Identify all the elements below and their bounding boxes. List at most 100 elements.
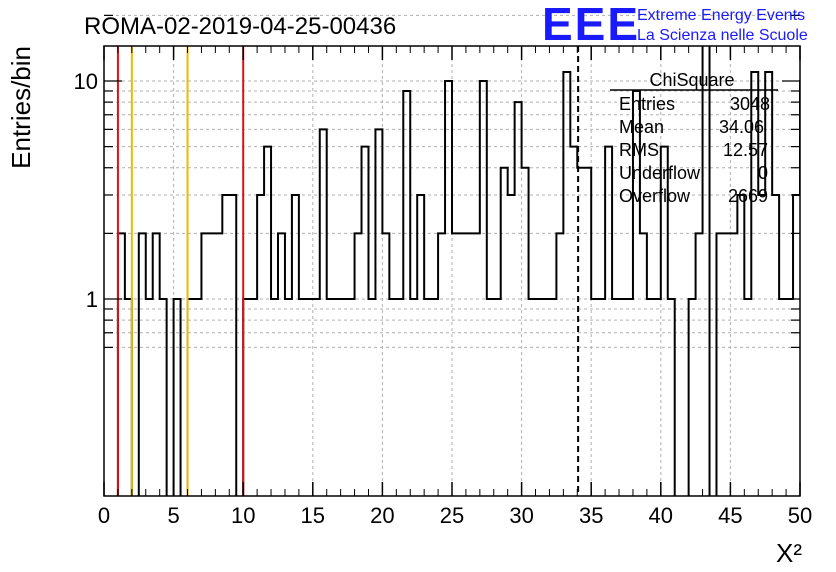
stats-label-overflow: Overflow	[619, 186, 691, 206]
histogram-bin	[334, 299, 341, 496]
histogram-bin	[654, 299, 661, 496]
histogram-bin	[793, 195, 800, 496]
histogram-bin	[619, 299, 626, 496]
histogram-bin	[424, 299, 431, 496]
histogram-bin	[201, 233, 208, 496]
y-axis-label: Entries/bin	[6, 46, 36, 169]
x-tick-label: 20	[370, 503, 394, 528]
histogram-bin	[549, 299, 556, 496]
histogram-bin	[188, 299, 195, 496]
histogram-bin	[494, 299, 501, 496]
histogram-bin	[125, 299, 132, 496]
stats-value-entries: 3048	[730, 94, 770, 114]
stats-value-underflow: 0	[758, 163, 768, 183]
histogram-bin	[348, 299, 355, 496]
histogram-bin	[438, 233, 445, 496]
histogram-bin	[292, 195, 299, 496]
histogram-bin	[285, 299, 292, 496]
logo-line-1: Extreme Energy Events	[637, 7, 805, 24]
histogram-bin	[730, 233, 737, 496]
histogram-bin	[529, 299, 536, 496]
histogram-bin	[508, 195, 515, 496]
x-tick-label: 30	[509, 503, 533, 528]
histogram-bin	[487, 299, 494, 496]
histogram-bin	[779, 299, 786, 496]
chart-title: ROMA-02-2019-04-25-00436	[84, 13, 396, 40]
histogram-bin	[536, 299, 543, 496]
histogram-bin	[153, 233, 160, 496]
histogram-bin	[341, 299, 348, 496]
histogram-bin	[807, 72, 814, 496]
histogram-bin	[689, 299, 696, 496]
histogram-bin	[368, 299, 375, 496]
stats-label-entries: Entries	[619, 94, 675, 114]
histogram-bin	[160, 299, 167, 496]
histogram-bin	[696, 233, 703, 496]
histogram-bin	[389, 299, 396, 496]
histogram-bin	[515, 102, 522, 496]
histogram-bin	[118, 233, 125, 496]
histogram-bin	[278, 233, 285, 496]
histogram-bin	[257, 195, 264, 496]
histogram-bin	[222, 195, 229, 496]
x-tick-label: 15	[301, 503, 325, 528]
histogram-bin	[264, 147, 271, 496]
histogram-bin	[396, 299, 403, 496]
histogram-bin	[556, 233, 563, 496]
histogram-bin	[501, 168, 508, 496]
x-axis-label: X²	[776, 538, 802, 568]
histogram-bin	[716, 233, 723, 496]
x-tick-label: 50	[788, 503, 812, 528]
x-tick-label: 45	[718, 503, 742, 528]
histogram-bin	[563, 72, 570, 496]
histogram-bin	[229, 195, 236, 496]
histogram-bin	[320, 129, 327, 496]
histogram-bin	[445, 81, 452, 496]
histogram-bin	[723, 233, 730, 496]
x-tick-label: 40	[649, 503, 673, 528]
x-tick-label: 5	[167, 503, 179, 528]
histogram-bin	[382, 233, 389, 496]
histogram-bin	[299, 299, 306, 496]
histogram-bin	[821, 147, 828, 496]
histogram-bin	[744, 299, 751, 496]
histogram-bin	[640, 233, 647, 496]
histogram-bin	[250, 299, 257, 496]
histogram-bin	[417, 195, 424, 496]
histogram-bin	[403, 91, 410, 496]
histogram-bin	[647, 299, 654, 496]
histogram-marks	[104, 25, 835, 496]
histogram-bin	[355, 233, 362, 496]
histogram-bin	[703, 25, 710, 496]
histogram-bin	[612, 299, 619, 496]
stats-value-rms: 12.57	[723, 140, 768, 160]
stats-box: ChiSquare Entries 3048 Mean 34.06 RMS 12…	[610, 70, 778, 206]
y-tick-label: 10	[74, 69, 98, 94]
histogram-bin	[410, 299, 417, 496]
histogram-bin	[626, 299, 633, 496]
histogram-bin	[758, 195, 765, 496]
histogram-bin	[431, 299, 438, 496]
histogram-bin	[473, 233, 480, 496]
x-tick-label: 35	[579, 503, 603, 528]
histogram-bin	[243, 299, 250, 496]
histogram-bin	[800, 81, 807, 496]
histogram-bin	[605, 147, 612, 496]
histogram-bin	[480, 81, 487, 496]
reference-lines	[116, 46, 580, 496]
histogram-bin	[828, 129, 835, 496]
histogram-bin	[194, 299, 201, 496]
histogram-bin	[146, 299, 153, 496]
histogram-bin	[174, 299, 181, 496]
histogram-bin	[786, 299, 793, 496]
histogram-bin	[591, 299, 598, 496]
x-tick-label: 10	[231, 503, 255, 528]
histogram-step-line	[104, 46, 800, 496]
eee-logo: EEE	[542, 0, 640, 50]
histogram-bin	[522, 168, 529, 496]
histogram-bin	[271, 299, 278, 496]
x-tick-label: 25	[440, 503, 464, 528]
histogram-bin	[542, 299, 549, 496]
histogram-bin	[313, 299, 320, 496]
